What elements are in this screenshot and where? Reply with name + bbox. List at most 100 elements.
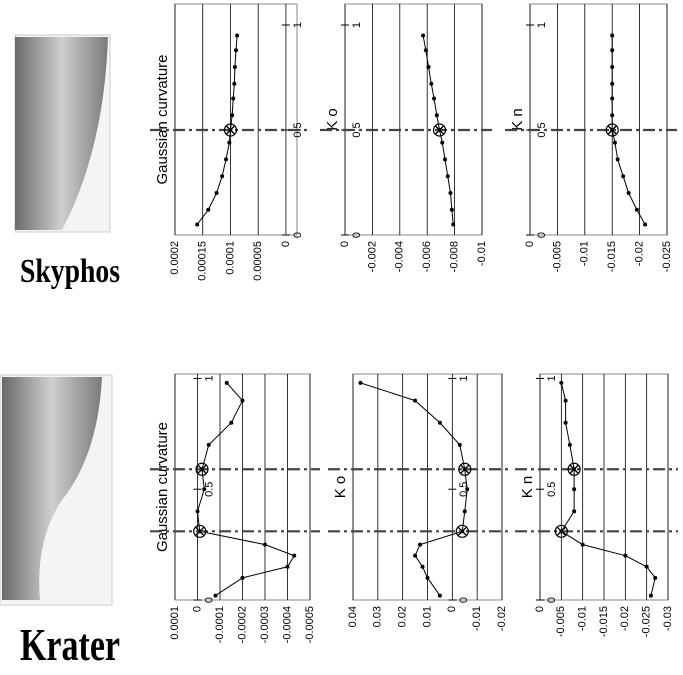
axis-title: K o [324, 108, 341, 131]
point [451, 223, 455, 227]
point [623, 554, 627, 558]
point [610, 113, 614, 117]
point [220, 174, 224, 178]
axis-title: Gaussian curvature [154, 422, 171, 552]
point [263, 543, 267, 547]
point [643, 223, 647, 227]
x-tick-label: 1 [536, 22, 548, 28]
y-tick-label: -0.02 [619, 606, 631, 631]
point [448, 191, 452, 195]
y-tick-label: -0.03 [662, 606, 674, 631]
plot-frame [345, 4, 482, 235]
point [432, 97, 436, 101]
point [581, 543, 585, 547]
x-tick-label: 0.5 [546, 482, 558, 497]
point [610, 82, 614, 86]
x-tick-label: 1 [292, 22, 304, 28]
point [207, 443, 211, 447]
y-tick-label: -0.02 [634, 241, 646, 266]
point [358, 381, 362, 385]
point [421, 565, 425, 569]
y-tick-label: -0.004 [394, 241, 406, 272]
point [413, 399, 417, 403]
point [616, 157, 620, 161]
point [627, 191, 631, 195]
y-tick-label: 0.0001 [169, 606, 181, 640]
y-tick-label: 0.00015 [197, 241, 209, 281]
point [610, 34, 614, 38]
point [463, 509, 467, 513]
point [230, 113, 234, 117]
y-tick-label: 0 [446, 606, 458, 612]
point [572, 487, 576, 491]
point [443, 157, 447, 161]
axis-title: K n [519, 476, 536, 499]
y-tick-label: 0 [524, 241, 536, 247]
y-tick-label: -0.01 [579, 241, 591, 266]
y-tick-label: 0.04 [347, 606, 359, 627]
point [440, 141, 444, 145]
point [231, 97, 235, 101]
vessel-label: Skyphos [20, 253, 120, 290]
point [572, 509, 576, 513]
x-tick-label: 1 [351, 22, 363, 28]
point [286, 565, 290, 569]
y-tick-label: -0.002 [366, 241, 378, 272]
point [427, 65, 431, 69]
point [564, 421, 568, 425]
point [635, 208, 639, 212]
point [214, 594, 218, 598]
y-tick-label: -0.01 [577, 606, 589, 631]
y-tick-label: 0 [280, 241, 292, 247]
point [429, 82, 433, 86]
x-tick-label: 0 [203, 597, 215, 603]
point [241, 399, 245, 403]
point [424, 48, 428, 52]
point [426, 576, 430, 580]
y-tick-label: 0.00005 [252, 241, 264, 281]
x-tick-label: 1 [458, 375, 470, 381]
y-tick-label: -0.0003 [259, 606, 271, 643]
point [610, 97, 614, 101]
x-tick-label: 0 [546, 597, 558, 603]
point [564, 399, 568, 403]
y-tick-label: -0.01 [471, 606, 483, 631]
y-tick-label: -0.025 [641, 606, 653, 637]
y-tick-label: -0.015 [606, 241, 618, 272]
y-tick-label: 0.02 [397, 606, 409, 627]
point [196, 509, 200, 513]
y-tick-label: -0.0004 [281, 606, 293, 643]
plot-frame [530, 4, 667, 235]
point [649, 594, 653, 598]
y-tick-label: 0 [339, 241, 351, 247]
point [234, 48, 238, 52]
point [446, 174, 450, 178]
y-tick-label: -0.02 [496, 606, 508, 631]
point [224, 157, 228, 161]
y-tick-label: 0.03 [372, 606, 384, 627]
y-tick-label: 0.0001 [224, 241, 236, 275]
y-tick-label: -0.0002 [236, 606, 248, 643]
krater-image [0, 375, 112, 605]
point [458, 443, 462, 447]
point [621, 174, 625, 178]
x-tick-label: 1 [546, 375, 558, 381]
point [202, 487, 206, 491]
point [229, 421, 233, 425]
point [215, 191, 219, 195]
x-tick-label: 0 [351, 232, 363, 238]
x-tick-label: 0 [536, 232, 548, 238]
point [438, 594, 442, 598]
axis-title: Gaussian curvature [154, 54, 171, 184]
point [206, 208, 210, 212]
x-tick-label: 0 [458, 597, 470, 603]
point [568, 443, 572, 447]
point [450, 208, 454, 212]
y-tick-label: -0.006 [421, 241, 433, 272]
y-tick-label: -0.008 [449, 241, 461, 272]
point [610, 48, 614, 52]
point [438, 421, 442, 425]
point [653, 576, 657, 580]
